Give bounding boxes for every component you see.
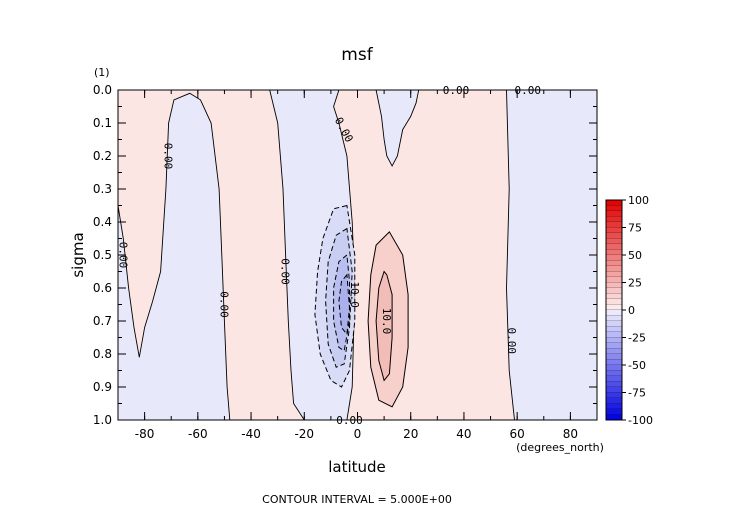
colorbar-segment bbox=[606, 293, 622, 300]
colorbar-segment bbox=[606, 359, 622, 366]
contour-region-negative-3 bbox=[506, 90, 597, 420]
colorbar-segment bbox=[606, 205, 622, 212]
colorbar-segment bbox=[606, 222, 622, 228]
x-axis-label: latitude bbox=[328, 458, 386, 476]
colorbar-segment bbox=[606, 409, 622, 415]
colorbar-segment bbox=[606, 332, 622, 338]
colorbar-segment bbox=[606, 211, 622, 217]
x-axis: -80 -60 -40 -20 0 20 40 60 80 bbox=[117, 90, 598, 441]
y-tick-label: 0.6 bbox=[93, 281, 112, 295]
y-tick-label: 0.0 bbox=[93, 83, 112, 97]
colorbar-label: -25 bbox=[628, 332, 646, 345]
colorbar-segment bbox=[606, 414, 622, 421]
colorbar-segment bbox=[606, 365, 622, 371]
colorbar-segment bbox=[606, 370, 622, 377]
colorbar: 100 75 50 25 0 -25 -50 -75 -100 bbox=[605, 194, 653, 427]
y-tick-label: 0.1 bbox=[93, 116, 112, 130]
colorbar-segment bbox=[606, 288, 622, 294]
x-tick-label: -60 bbox=[188, 427, 208, 441]
colorbar-label: -50 bbox=[628, 359, 646, 372]
x-tick-label: -20 bbox=[294, 427, 314, 441]
y-tick-label: 0.4 bbox=[93, 215, 112, 229]
y-tick-label: 0.7 bbox=[93, 314, 112, 328]
colorbar-segment bbox=[606, 260, 622, 267]
colorbar-segment bbox=[606, 376, 622, 382]
colorbar-label: -100 bbox=[628, 414, 653, 427]
colorbar-segment bbox=[606, 249, 622, 256]
y-tick-label: 0.2 bbox=[93, 149, 112, 163]
colorbar-label: -75 bbox=[628, 387, 646, 400]
x-tick-label: -80 bbox=[135, 427, 155, 441]
colorbar-segment bbox=[606, 310, 622, 316]
y-axis-label: sigma bbox=[69, 232, 87, 277]
colorbar-label: 100 bbox=[628, 194, 649, 207]
colorbar-segment bbox=[606, 255, 622, 261]
y-axis: 0.0 0.1 0.2 0.3 0.4 0.5 0.6 0.7 0.8 0.9 1.0 bbox=[93, 83, 597, 427]
colorbar-segment bbox=[606, 343, 622, 349]
colorbar-segment bbox=[606, 326, 622, 333]
contour-label-3: 0.00 bbox=[162, 143, 175, 170]
x-tick-label: 20 bbox=[403, 427, 418, 441]
y-tick-label: 0.3 bbox=[93, 182, 112, 196]
colorbar-segment bbox=[606, 387, 622, 393]
x-tick-label: -40 bbox=[241, 427, 261, 441]
colorbar-segment bbox=[606, 271, 622, 278]
contour-label-8: 10.0 bbox=[380, 308, 393, 335]
x-tick-label: 40 bbox=[456, 427, 471, 441]
colorbar-label: 0 bbox=[628, 304, 635, 317]
colorbar-segment bbox=[606, 282, 622, 289]
contour-region-negative-7 bbox=[338, 273, 351, 336]
colorbar-segment bbox=[606, 337, 622, 344]
colorbar-segment bbox=[606, 315, 622, 322]
contour-region-negative-2 bbox=[375, 90, 420, 167]
colorbar-segment bbox=[606, 216, 622, 223]
colorbar-segment bbox=[606, 381, 622, 388]
contour-region-positive-9 bbox=[375, 270, 393, 382]
y-tick-label: 1.0 bbox=[93, 413, 112, 427]
contour-label-7: 10.0 bbox=[348, 281, 361, 308]
y-tick-label: 0.5 bbox=[93, 248, 112, 262]
units-label: (1) bbox=[94, 66, 110, 79]
colorbar-segment bbox=[606, 244, 622, 250]
contour-label-5: 0.00 bbox=[217, 291, 230, 318]
colorbar-segment bbox=[606, 266, 622, 272]
x-tick-label: 0 bbox=[354, 427, 362, 441]
colorbar-segment bbox=[606, 304, 622, 311]
contour-label-9: 0.00 bbox=[505, 328, 518, 355]
contour-interval-label: CONTOUR INTERVAL = 5.000E+00 bbox=[262, 493, 452, 506]
colorbar-segment bbox=[606, 277, 622, 283]
colorbar-segment bbox=[606, 398, 622, 404]
colorbar-label: 25 bbox=[628, 277, 642, 290]
colorbar-label: 75 bbox=[628, 222, 642, 235]
colorbar-segment bbox=[606, 299, 622, 305]
contour-label-6: 0.00 bbox=[279, 258, 292, 285]
x-units-label: (degrees_north) bbox=[516, 441, 604, 454]
contour-regions bbox=[118, 90, 597, 420]
y-tick-label: 0.8 bbox=[93, 347, 112, 361]
y-tick-label: 0.9 bbox=[93, 380, 112, 394]
colorbar-label: 50 bbox=[628, 249, 642, 262]
plot-area: 0.00 0.000.000.000.000.000.0010.010.00.00… bbox=[116, 84, 598, 427]
colorbar-segment bbox=[606, 392, 622, 399]
colorbar-segment bbox=[606, 200, 622, 206]
colorbar-segment bbox=[606, 403, 622, 410]
colorbar-segment bbox=[606, 233, 622, 239]
chart-title: msf bbox=[341, 45, 373, 65]
colorbar-segment bbox=[606, 227, 622, 234]
colorbar-segment bbox=[606, 354, 622, 360]
contour-labels: 0.00 0.000.000.000.000.000.0010.010.00.00… bbox=[116, 84, 541, 427]
colorbar-segment bbox=[606, 238, 622, 245]
x-tick-label: 60 bbox=[510, 427, 525, 441]
x-tick-label: 80 bbox=[563, 427, 578, 441]
colorbar-segment bbox=[606, 321, 622, 327]
colorbar-segment bbox=[606, 348, 622, 355]
contour-region-negative-0 bbox=[118, 92, 231, 420]
